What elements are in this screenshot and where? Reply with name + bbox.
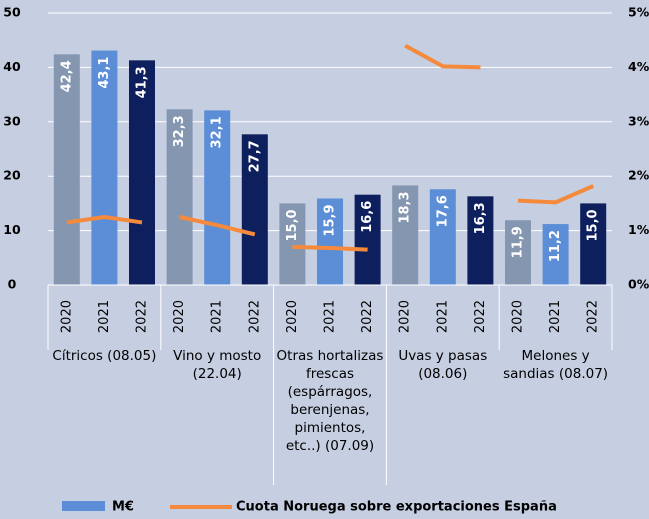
bar	[542, 224, 569, 285]
x-tick-label: 2022	[586, 300, 601, 333]
x-tick-label: 2021	[323, 300, 338, 333]
value-label: 32,1	[210, 116, 225, 148]
value-label: 42,4	[59, 60, 74, 92]
y2-tick-label: 3%	[628, 113, 649, 128]
bar	[129, 60, 155, 285]
x-tick-label: 2022	[135, 300, 150, 333]
line-segment	[404, 43, 481, 70]
x-tick-label: 2021	[435, 300, 450, 333]
group-label: Vino y mosto (22.04)	[173, 348, 262, 382]
bar	[429, 189, 456, 285]
line-segment	[292, 244, 368, 252]
y-tick-label: 10	[3, 222, 21, 237]
x-tick-label: 2022	[473, 300, 488, 333]
x-tick-label: 2020	[59, 300, 74, 333]
legend-label: M€	[112, 500, 134, 515]
value-label: 43,1	[97, 57, 112, 89]
bar	[166, 109, 193, 286]
x-tick-label: 2022	[360, 300, 375, 333]
group-label: Melones y sandias (08.07)	[503, 348, 609, 382]
bar	[580, 203, 607, 285]
x-tick-label: 2021	[548, 300, 563, 333]
value-label: 15,0	[586, 209, 601, 241]
legend-swatch	[62, 501, 105, 511]
bar	[91, 50, 118, 286]
bar	[317, 198, 343, 285]
bar	[505, 220, 531, 285]
value-label: 41,3	[135, 66, 150, 98]
y-tick-label: 0	[8, 277, 17, 292]
bar	[354, 194, 381, 285]
value-label: 16,6	[360, 201, 375, 233]
group-label: Otras hortalizas frescas (espárragos, be…	[276, 348, 384, 454]
value-label: 11,9	[511, 226, 526, 258]
y2-tick-label: 1%	[628, 222, 649, 237]
line-segment	[179, 215, 256, 237]
y-tick-label: 50	[3, 5, 21, 20]
value-label: 16,3	[473, 202, 488, 234]
value-label: 15,0	[285, 209, 300, 241]
y2-tick-label: 5%	[628, 5, 649, 20]
y-tick-label: 40	[3, 59, 21, 74]
value-label: 17,6	[435, 195, 450, 227]
y2-tick-label: 4%	[628, 59, 649, 74]
bar	[204, 110, 231, 285]
x-tick-label: 2020	[172, 300, 187, 333]
line-segment	[66, 214, 143, 225]
bar	[241, 134, 268, 285]
x-tick-label: 2022	[247, 300, 262, 333]
value-label: 27,7	[247, 140, 262, 172]
legend-label: Cuota Noruega sobre exportaciones España	[236, 500, 557, 515]
bar	[392, 185, 419, 285]
group-label: Uvas y pasas (08.06)	[398, 348, 488, 382]
y2-tick-label: 0%	[628, 277, 649, 292]
line-segment	[517, 184, 594, 205]
x-tick-label: 2020	[285, 300, 300, 333]
x-tick-label: 2020	[511, 300, 526, 333]
x-tick-label: 2021	[97, 300, 112, 333]
value-label: 18,3	[398, 191, 413, 223]
y-tick-label: 20	[3, 168, 21, 183]
x-tick-label: 2020	[398, 300, 413, 333]
x-tick-label: 2021	[210, 300, 225, 333]
bar	[279, 203, 306, 285]
y-tick-label: 30	[3, 113, 21, 128]
value-label: 11,2	[548, 230, 563, 262]
value-label: 32,3	[172, 115, 187, 147]
value-label: 15,9	[323, 205, 338, 237]
bar	[53, 54, 80, 286]
y2-tick-label: 2%	[628, 168, 649, 183]
group-label: Cítricos (08.05)	[52, 348, 157, 364]
bar	[467, 196, 494, 285]
